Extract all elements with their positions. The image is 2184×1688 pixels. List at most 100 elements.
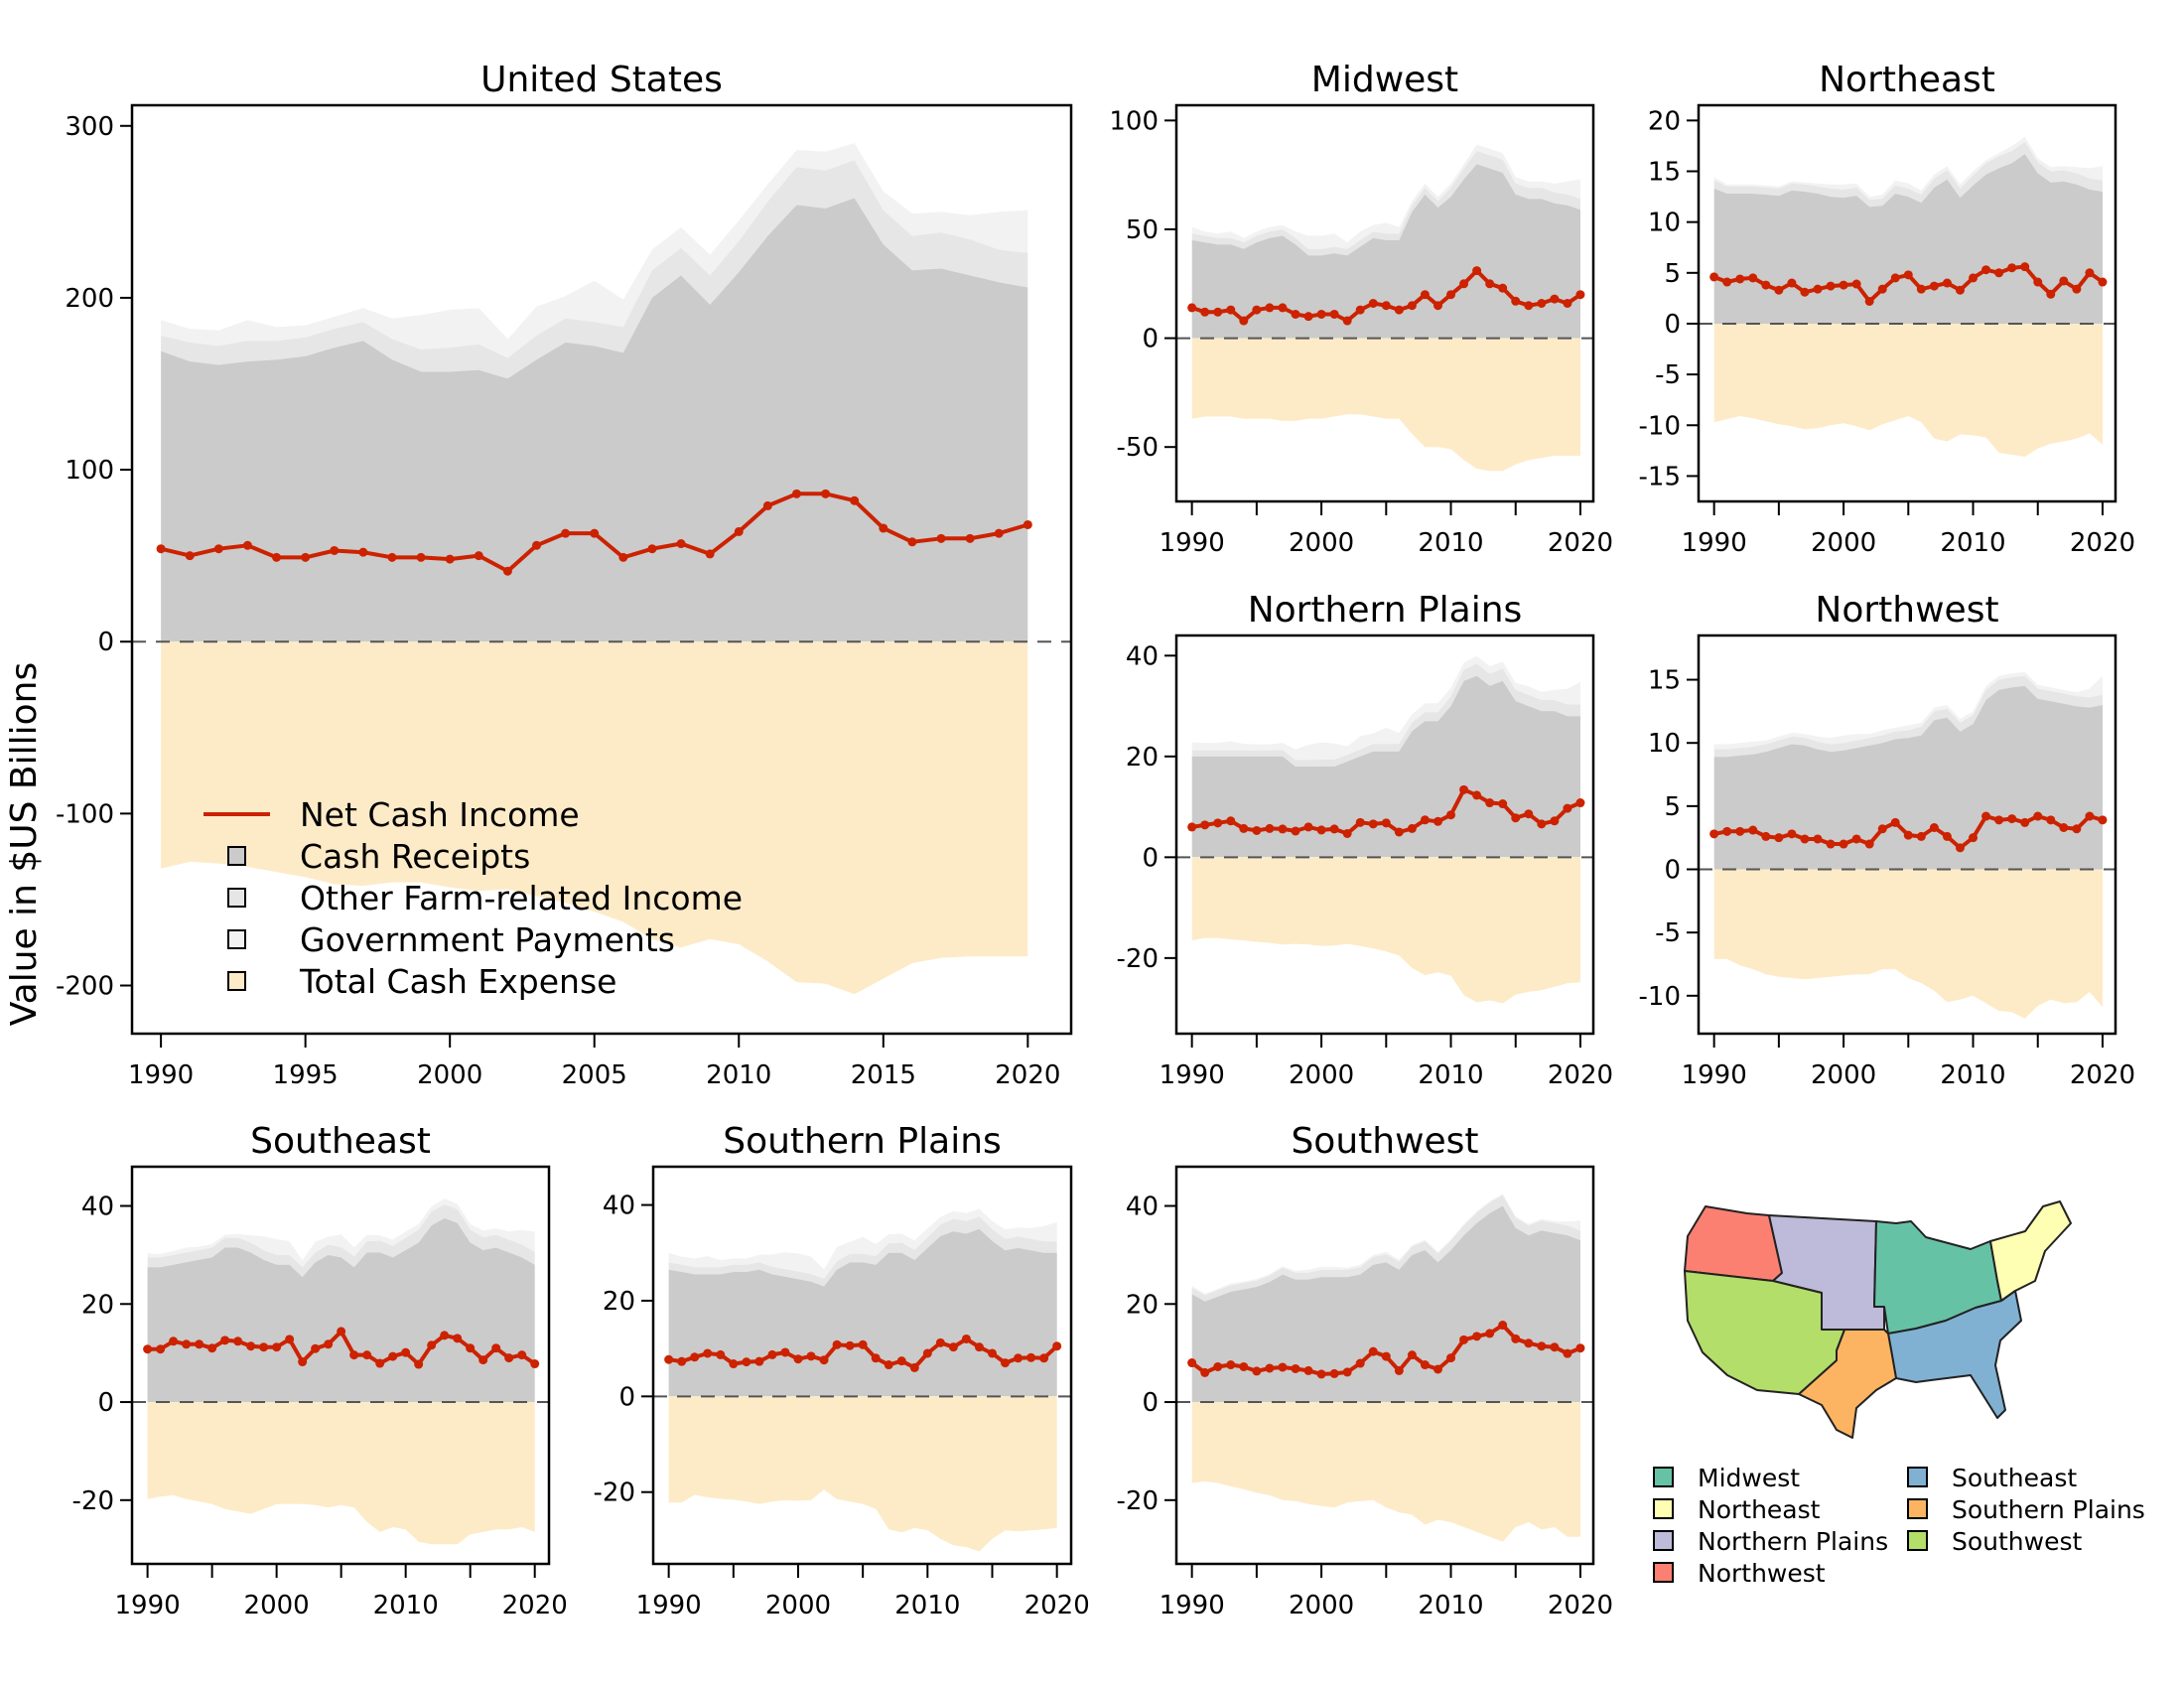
area-other-farm-income xyxy=(147,1204,535,1278)
net-cash-income-point xyxy=(1303,822,1313,832)
map-legend-label: Southern Plains xyxy=(1952,1495,2145,1524)
area-government-payments xyxy=(1191,655,1580,761)
legend-label: Other Farm-related Income xyxy=(300,879,743,917)
net-cash-income-point xyxy=(1485,1329,1495,1338)
net-cash-income-point xyxy=(1877,284,1887,294)
net-cash-income-point xyxy=(324,1339,334,1349)
net-cash-income-point xyxy=(734,526,744,536)
net-cash-income-point xyxy=(1472,790,1482,800)
net-cash-income-point xyxy=(1537,819,1547,829)
net-cash-income-point xyxy=(1213,1361,1223,1371)
net-cash-income-point xyxy=(440,1331,450,1340)
net-cash-income-point xyxy=(806,1351,816,1361)
net-cash-income-point xyxy=(2085,268,2095,278)
net-cash-income-point xyxy=(1342,828,1352,838)
area-government-payments xyxy=(1713,136,2103,201)
net-cash-income-point xyxy=(922,1348,932,1358)
net-cash-income-point xyxy=(1329,1368,1339,1378)
legend-box-swatch xyxy=(227,929,246,949)
net-cash-income-point xyxy=(1303,312,1313,322)
x-tick-label: 1990 xyxy=(1160,1591,1225,1620)
net-cash-income-point xyxy=(1472,266,1482,276)
legend-item-cash-receipts: Cash Receipts xyxy=(227,837,530,876)
panel-northern-plains: Northern Plains -20 0 20 40 1990 2000 2010 2020 xyxy=(1117,590,1614,1090)
x-tick-label: 2020 xyxy=(1548,528,1613,558)
net-cash-income-point xyxy=(1265,823,1275,833)
panel-northwest: Northwest -10 -5 0 5 10 15 1990 2000 2010 2020 xyxy=(1639,590,2136,1090)
net-cash-income-point xyxy=(1498,799,1508,809)
legend-label: Cash Receipts xyxy=(300,837,530,876)
x-tick-label: 2000 xyxy=(1289,528,1354,558)
area-total-cash-expense xyxy=(161,641,1028,995)
net-cash-income-point xyxy=(647,544,657,554)
regions-map xyxy=(1684,1200,2072,1439)
net-cash-income-point xyxy=(677,1356,687,1366)
plot-frame xyxy=(1174,1165,1595,1566)
net-cash-income-point xyxy=(1368,819,1378,829)
x-tick-label: 2020 xyxy=(2070,1060,2135,1090)
x-tick-label: 2000 xyxy=(244,1591,310,1620)
plot-frame xyxy=(1174,633,1595,1036)
y-tick-label: 10 xyxy=(1648,209,1681,238)
y-tick-label: 40 xyxy=(1126,1193,1159,1222)
y-tick-label: 40 xyxy=(81,1193,114,1222)
map-legend-item-northeast: Northeast xyxy=(1653,1495,1821,1524)
map-legend-swatch xyxy=(1653,1530,1674,1551)
net-cash-income-point xyxy=(1200,820,1210,830)
net-cash-income-point xyxy=(1774,833,1784,843)
map-legend-label: Northeast xyxy=(1698,1495,1821,1524)
net-cash-income-point xyxy=(1735,274,1745,284)
net-cash-income-point xyxy=(1459,784,1469,794)
net-cash-income-point xyxy=(1381,1351,1391,1361)
x-tick-label: 2020 xyxy=(2070,528,2135,558)
area-government-payments xyxy=(1191,144,1580,249)
panel-title: Southern Plains xyxy=(723,1121,1002,1162)
area-cash-receipts xyxy=(1713,685,2103,870)
net-cash-income-point xyxy=(879,523,888,533)
net-cash-income-point xyxy=(1252,825,1262,835)
net-cash-income-point xyxy=(1524,1338,1534,1348)
panel-title: Northwest xyxy=(1815,590,1998,631)
net-cash-income-point xyxy=(1916,284,1926,294)
y-tick-label: 0 xyxy=(1142,1388,1159,1418)
net-cash-income-point xyxy=(987,1348,997,1358)
net-cash-income-point xyxy=(618,552,628,562)
net-cash-income-point xyxy=(767,1349,777,1359)
net-cash-income-point xyxy=(793,1354,803,1364)
plot-frame xyxy=(1697,103,2117,503)
net-cash-income-point xyxy=(301,552,311,562)
net-cash-income-point xyxy=(2020,262,2030,272)
net-cash-income-point xyxy=(427,1340,437,1350)
net-cash-income-point xyxy=(948,1342,958,1352)
net-cash-income-point xyxy=(1446,290,1456,300)
net-cash-income-point xyxy=(1877,824,1887,834)
net-cash-income-point xyxy=(1969,833,1979,843)
map-region-northwest xyxy=(1684,1205,1783,1282)
net-cash-income-point xyxy=(1039,1353,1049,1363)
net-cash-income-point xyxy=(858,1339,868,1349)
y-tick-label: 15 xyxy=(1648,158,1681,188)
panel-southern-plains: Southern Plains -20 0 20 40 1990 2000 2010 2020 xyxy=(594,1121,1090,1620)
net-cash-income-point xyxy=(705,549,715,559)
net-cash-income-point xyxy=(491,1343,501,1353)
area-other-farm-income xyxy=(668,1216,1057,1287)
net-cash-income-point xyxy=(1200,307,1210,317)
y-tick-label: -200 xyxy=(56,972,114,1002)
net-cash-income-point xyxy=(213,544,223,554)
net-cash-income-point xyxy=(1761,831,1771,841)
y-tick-label: -20 xyxy=(1117,944,1159,974)
panel-midwest: Midwest -50 0 50 100 1990 2000 2010 2020 xyxy=(1109,60,1613,558)
panel-northeast: Northeast -15 -10 -5 0 5 10 15 20 1990 2000 2010 202… xyxy=(1639,60,2136,558)
net-cash-income-point xyxy=(401,1347,411,1357)
y-tick-label: 0 xyxy=(618,1382,635,1412)
net-cash-income-point xyxy=(362,1350,372,1360)
net-cash-income-point xyxy=(896,1356,906,1366)
net-cash-income-point xyxy=(1394,305,1404,315)
net-cash-income-point xyxy=(742,1357,751,1367)
area-cash-receipts xyxy=(668,1228,1057,1397)
area-cash-receipts xyxy=(161,198,1028,642)
area-total-cash-expense xyxy=(1191,857,1580,1004)
net-cash-income-point xyxy=(961,1334,971,1343)
